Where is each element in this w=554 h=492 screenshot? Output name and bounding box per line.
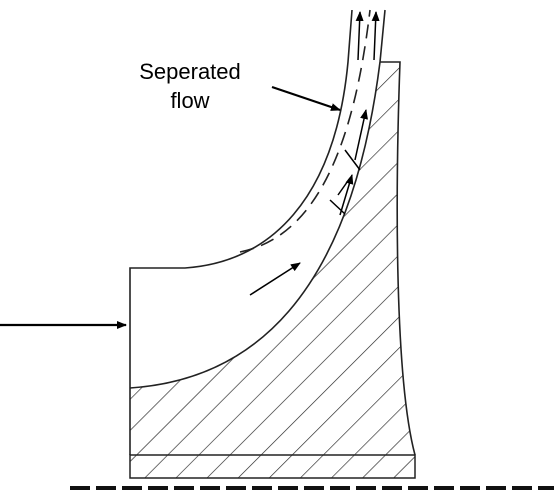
outline xyxy=(129,9,416,456)
label-line: Seperated xyxy=(139,59,241,84)
hub-region xyxy=(129,62,416,479)
flow-arrows xyxy=(0,11,380,329)
label-line: flow xyxy=(170,88,209,113)
